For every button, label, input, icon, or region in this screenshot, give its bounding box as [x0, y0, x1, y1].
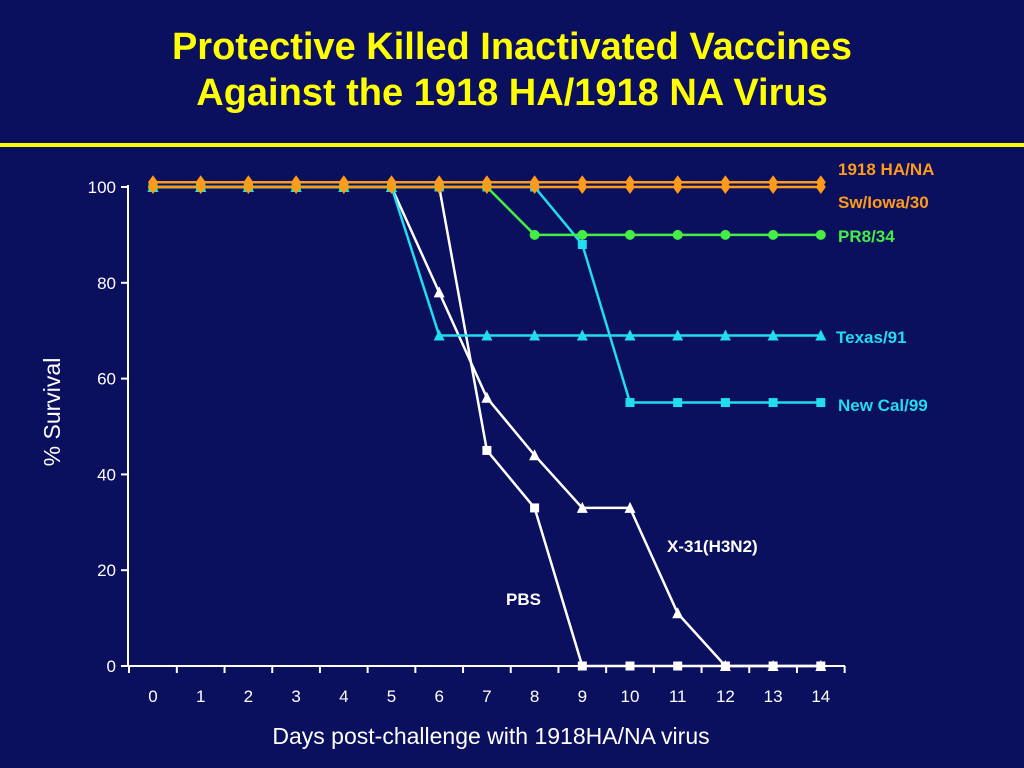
- x-tick-label: 13: [764, 687, 783, 706]
- series-pbs: [148, 182, 826, 671]
- y-tick-label: 0: [107, 657, 116, 676]
- y-tick-label: 60: [97, 370, 116, 389]
- x-tick-label: 2: [244, 687, 253, 706]
- data-point-triangle: [529, 449, 541, 461]
- x-tick-label: 3: [291, 687, 300, 706]
- data-point-circle: [672, 229, 683, 240]
- data-point-circle: [625, 229, 635, 240]
- data-point-circle: [768, 229, 779, 240]
- data-point-square: [673, 661, 683, 671]
- x-axis-title: Days post-challenge with 1918HA/NA virus: [272, 723, 709, 749]
- data-point-diamond: [481, 175, 492, 190]
- series-label: New Cal/99: [838, 396, 928, 415]
- data-point-circle: [577, 229, 588, 240]
- data-point-diamond: [672, 175, 683, 190]
- data-point-triangle: [767, 329, 779, 341]
- data-point-square: [625, 398, 635, 408]
- series-line: [153, 185, 821, 404]
- data-point-circle: [720, 229, 731, 240]
- data-point-diamond: [815, 175, 826, 190]
- slide-title-line-2: Against the 1918 HA/1918 NA Virus: [196, 72, 828, 114]
- data-point-diamond: [768, 175, 779, 190]
- data-point-square: [577, 239, 587, 249]
- series-new-cal-99: [148, 182, 826, 408]
- data-point-triangle: [672, 329, 684, 341]
- data-point-triangle: [576, 329, 588, 341]
- series-label: 1918 HA/NA: [838, 160, 934, 179]
- data-point-square: [720, 398, 730, 408]
- data-point-diamond: [243, 175, 254, 190]
- data-point-triangle: [433, 329, 445, 341]
- series-label: PR8/34: [838, 227, 895, 246]
- data-point-triangle: [624, 501, 636, 513]
- data-point-circle: [815, 229, 826, 240]
- title-divider: [0, 143, 1024, 147]
- x-tick-label: 8: [530, 687, 539, 706]
- series-line: [153, 185, 821, 668]
- x-tick-label: 9: [578, 687, 587, 706]
- data-point-square: [577, 661, 587, 671]
- data-point-triangle: [672, 607, 684, 619]
- data-point-diamond: [577, 175, 588, 190]
- series-1918-ha-na: [148, 175, 826, 190]
- series-line: [153, 185, 821, 337]
- data-point-diamond: [386, 175, 397, 190]
- series-line: [153, 185, 821, 668]
- data-point-triangle: [481, 391, 493, 403]
- data-point-diamond: [338, 175, 349, 190]
- data-point-triangle: [576, 501, 588, 513]
- x-tick-label: 0: [148, 687, 157, 706]
- x-tick-label: 6: [434, 687, 443, 706]
- y-tick-label: 100: [88, 178, 116, 197]
- data-point-triangle: [719, 329, 731, 341]
- y-tick-label: 40: [97, 465, 116, 484]
- data-point-square: [816, 398, 826, 408]
- chart-series: [147, 175, 827, 671]
- data-point-square: [768, 398, 778, 408]
- data-point-triangle: [529, 329, 541, 341]
- x-tick-label: 7: [482, 687, 491, 706]
- x-tick-label: 4: [339, 687, 348, 706]
- x-tick-label: 12: [716, 687, 735, 706]
- series-label: X-31(H3N2): [667, 537, 758, 556]
- x-tick-label: 5: [387, 687, 396, 706]
- data-point-triangle: [481, 329, 493, 341]
- data-point-triangle: [815, 660, 827, 671]
- data-point-diamond: [720, 175, 731, 190]
- y-tick-label: 20: [97, 561, 116, 580]
- data-point-triangle: [815, 329, 827, 341]
- y-tick-label: 80: [97, 274, 116, 293]
- x-tick-label: 11: [669, 687, 687, 706]
- data-point-diamond: [625, 175, 635, 190]
- data-point-square: [673, 398, 683, 408]
- series-texas-91: [147, 181, 827, 341]
- data-point-square: [625, 661, 635, 671]
- data-point-square: [482, 445, 492, 455]
- data-point-triangle: [624, 329, 636, 341]
- x-tick-label: 14: [811, 687, 830, 706]
- series-label: Sw/Iowa/30: [838, 193, 929, 212]
- data-point-diamond: [148, 175, 158, 190]
- series-label: PBS: [506, 590, 541, 609]
- data-point-diamond: [529, 175, 540, 190]
- data-point-triangle: [433, 286, 445, 298]
- data-point-diamond: [291, 175, 302, 190]
- y-axis-title: % Survival: [39, 358, 65, 467]
- data-point-triangle: [719, 660, 731, 671]
- series-label: Texas/91: [836, 328, 907, 347]
- data-point-triangle: [767, 660, 779, 671]
- x-tick-label: 1: [196, 687, 205, 706]
- data-point-diamond: [195, 175, 206, 190]
- slide-title-line-1: Protective Killed Inactivated Vaccines: [171, 26, 853, 68]
- data-point-square: [530, 503, 540, 513]
- chart-labels: Days post-challenge with 1918HA/NA virus…: [39, 160, 934, 749]
- series-x-31-h3n2-: [147, 181, 827, 671]
- x-tick-label: 10: [621, 687, 640, 706]
- data-point-circle: [529, 229, 540, 240]
- data-point-diamond: [434, 175, 445, 190]
- series-line: [153, 185, 821, 237]
